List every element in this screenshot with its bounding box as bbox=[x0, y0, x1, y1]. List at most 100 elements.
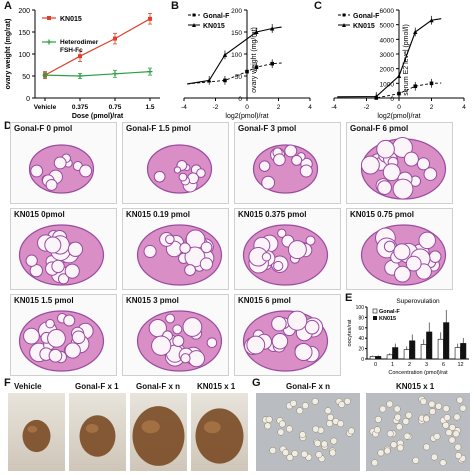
histology-grid: Gonal-F 0 pmol Gonal-F 1.5 pmol Gonal-F 3 … bbox=[10, 122, 472, 376]
a-x-tick-label: 0.75 bbox=[109, 104, 122, 111]
histology-tile: Gonal-F 6 pmol bbox=[346, 122, 453, 204]
ovary-section-image bbox=[146, 144, 213, 194]
b-x-axis-label: log2(pmol)/rat bbox=[225, 113, 268, 120]
a-point bbox=[148, 16, 152, 21]
e-y-tick-label: 20 bbox=[358, 347, 364, 353]
e-title: Superovulation bbox=[396, 298, 440, 305]
e-legend-swatch-gonal bbox=[372, 308, 378, 314]
histology-tile-label: Gonal-F 3 pmol bbox=[238, 124, 297, 133]
ovary-section-image bbox=[360, 224, 447, 286]
c-point bbox=[413, 84, 418, 89]
b-series-curve bbox=[187, 26, 282, 85]
chart-a: 0 50 100 150 200 Vehicle 0.375 0.75 1.5 Dose (pmo… bbox=[5, 8, 160, 120]
c-point bbox=[374, 94, 379, 99]
histology-tile-label: KN015 6 pmol bbox=[238, 296, 291, 305]
oocyte-photo-label: Gonal-F x n bbox=[286, 382, 330, 391]
histology-tile-label: Gonal-F 6 pmol bbox=[350, 124, 409, 133]
e-bar bbox=[454, 347, 461, 360]
a-y-tick-label: 150 bbox=[18, 30, 30, 37]
histology-tile-label: KN015 3 pmol bbox=[126, 296, 179, 305]
a-series-line bbox=[44, 71, 151, 77]
b-y-tick-label: 0 bbox=[238, 96, 242, 103]
histology-tile-label: KN015 0.19 pmol bbox=[126, 210, 191, 219]
e-bar bbox=[426, 331, 433, 360]
panel-d-label: D bbox=[4, 120, 12, 132]
c-x-tick-label: 2 bbox=[430, 104, 434, 111]
b-point bbox=[270, 61, 274, 66]
oocyte-photo-label: KN015 x 1 bbox=[396, 382, 435, 391]
b-x-tick-label: 2 bbox=[277, 104, 281, 111]
e-x-tick-label: 3 bbox=[425, 362, 428, 368]
c-y-axis-label: serum E2 level (pmol/l) bbox=[403, 24, 410, 96]
b-point bbox=[270, 26, 275, 31]
e-bar bbox=[443, 322, 450, 360]
e-x-tick-label: 2 bbox=[408, 362, 411, 368]
e-bar bbox=[369, 356, 376, 360]
ovary-photo bbox=[191, 393, 248, 471]
oocyte-photo bbox=[366, 393, 470, 471]
b-point bbox=[245, 69, 249, 74]
b-point bbox=[254, 65, 259, 69]
ovary-section-image bbox=[136, 310, 223, 372]
panel-g-label: G bbox=[252, 377, 261, 389]
panel-c-label: C bbox=[314, 0, 322, 12]
a-x-tick-label: 1.5 bbox=[145, 104, 154, 111]
a-x-tick-label: 0.375 bbox=[72, 104, 89, 111]
a-point bbox=[113, 36, 117, 41]
histology-tile-label: KN015 0.75 pmol bbox=[350, 210, 415, 219]
c-x-tick-label: 0 bbox=[397, 104, 401, 111]
b-y-tick-label: 200 bbox=[231, 8, 242, 15]
c-series-curve bbox=[337, 18, 442, 98]
e-legend-kn015: KN015 bbox=[379, 316, 396, 322]
histology-tile: KN015 0pmol bbox=[10, 208, 117, 290]
a-point bbox=[77, 73, 83, 79]
chart-c: 0 1000 2000 3000 4000 5000 6000 -4 -2 0 2 4 log2(pmo… bbox=[331, 8, 466, 120]
c-y-tick-label: 2000 bbox=[380, 67, 395, 74]
a-point bbox=[112, 71, 118, 77]
ovary-section-image bbox=[136, 224, 223, 286]
a-point bbox=[78, 54, 82, 59]
b-x-tick-label: 4 bbox=[308, 104, 312, 111]
c-x-tick-label: 4 bbox=[462, 104, 466, 111]
c-x-tick-label: -4 bbox=[331, 104, 337, 111]
e-legend-gonal: Gonal-F bbox=[379, 309, 400, 315]
a-y-tick-label: 50 bbox=[22, 74, 30, 81]
e-x-axis-label: Concentration (pmol)/rat bbox=[388, 370, 448, 376]
histology-tile-label: Gonal-F 0 pmol bbox=[14, 124, 73, 133]
ovary-photo-label: Gonal-F x 1 bbox=[75, 382, 119, 391]
a-legend-kn015: KN015 bbox=[60, 16, 82, 23]
e-x-tick-label: 1 bbox=[391, 362, 394, 368]
a-y-tick-label: 200 bbox=[18, 8, 30, 15]
c-y-tick-label: 1000 bbox=[380, 81, 395, 88]
histology-tile: Gonal-F 1.5 pmol bbox=[122, 122, 229, 204]
ovary-photo-label: KN015 x 1 bbox=[197, 382, 236, 391]
ovary-section-image bbox=[28, 144, 95, 194]
e-x-tick-label: 0 bbox=[374, 362, 377, 368]
a-x-tick-label: Vehicle bbox=[34, 104, 57, 111]
b-legend-kn015: KN015 bbox=[203, 23, 225, 30]
e-y-tick-label: 100 bbox=[356, 305, 365, 311]
b-x-tick-label: -4 bbox=[181, 104, 187, 111]
ovary-photo-label: Vehicle bbox=[14, 382, 42, 391]
b-point bbox=[223, 78, 227, 83]
b-series-curve bbox=[187, 62, 282, 85]
c-legend-marker-kn015 bbox=[342, 23, 346, 27]
e-x-tick-label: 12 bbox=[457, 362, 463, 368]
ovary-photo-label: Gonal-F x n bbox=[136, 382, 180, 391]
a-legend-heterodimer: Heterodimer FSH-Fc bbox=[60, 39, 99, 54]
e-bar bbox=[409, 340, 416, 360]
histology-tile-label: KN015 1.5 pmol bbox=[14, 296, 74, 305]
ovary-section-image bbox=[242, 224, 329, 286]
c-point bbox=[397, 91, 401, 96]
c-y-tick-label: 4000 bbox=[380, 37, 395, 44]
e-y-tick-label: 80 bbox=[358, 315, 364, 321]
b-y-tick-label: 150 bbox=[231, 30, 242, 37]
e-bar bbox=[392, 347, 399, 360]
a-point bbox=[147, 69, 153, 75]
histology-tile: KN015 0.375 pmol bbox=[234, 208, 341, 290]
c-legend-gonal: Gonal-F bbox=[353, 13, 380, 20]
b-y-tick-label: 50 bbox=[235, 74, 243, 81]
histology-tile: KN015 1.5 pmol bbox=[10, 294, 117, 376]
c-y-tick-label: 0 bbox=[390, 96, 394, 103]
chart-b: 0 50 100 150 200 -4 -2 0 2 4 log2(pmol)/rat ovary w… bbox=[181, 8, 312, 120]
